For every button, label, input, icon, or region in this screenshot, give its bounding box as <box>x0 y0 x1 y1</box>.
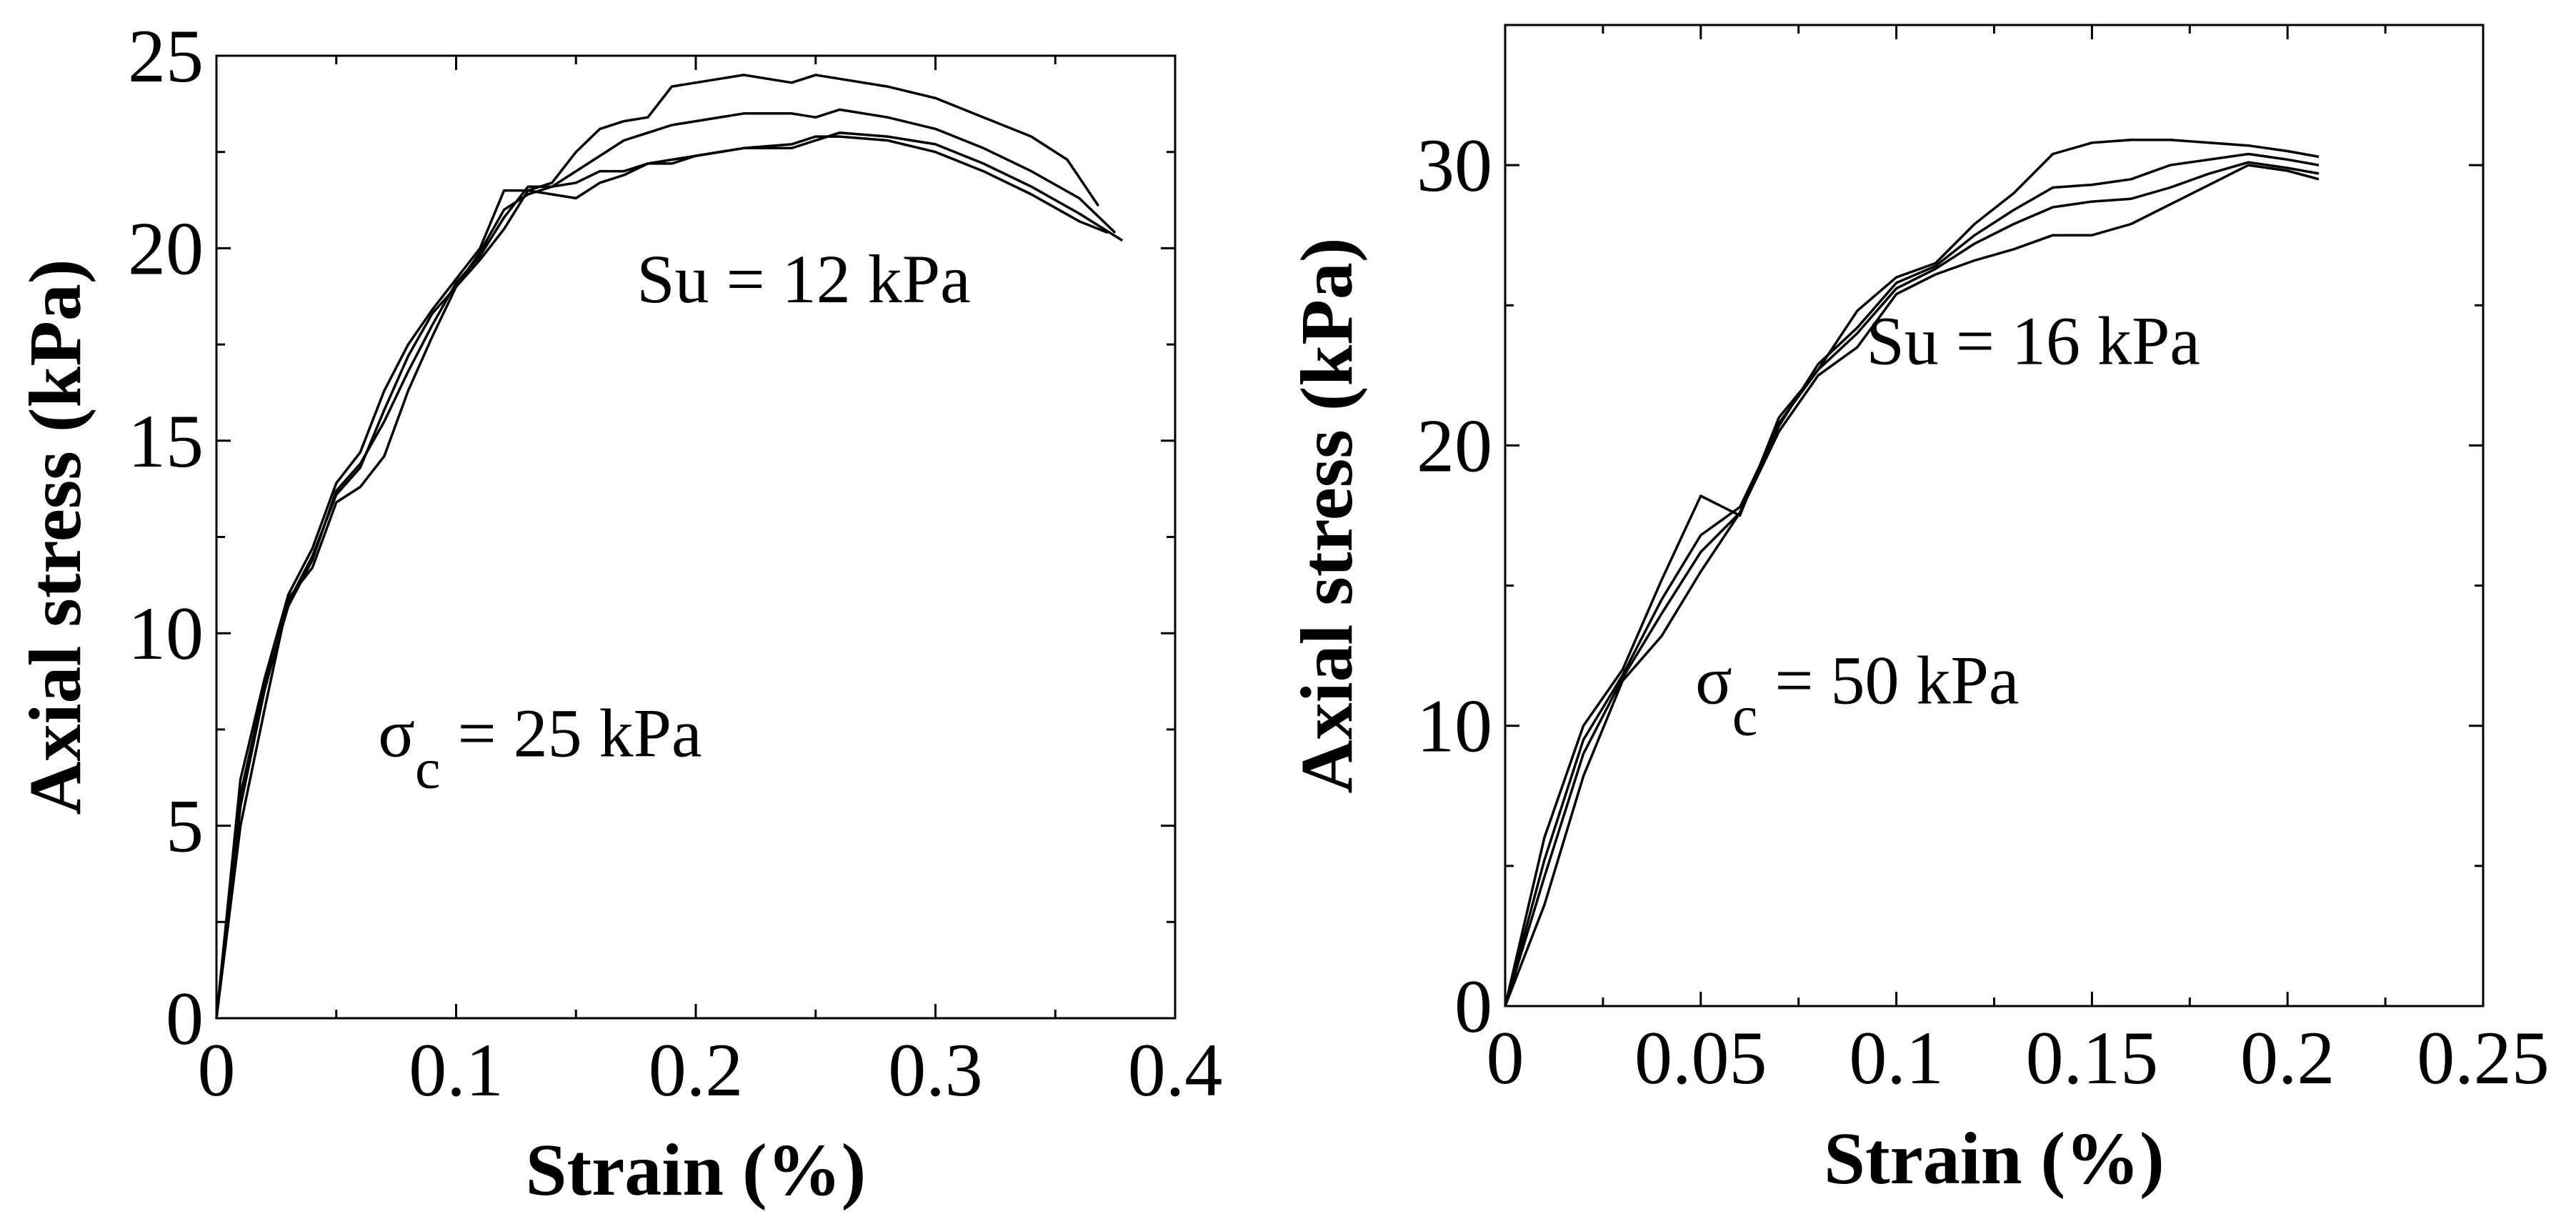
x-tick-label: 0.2 <box>2240 1016 2335 1100</box>
y-tick-label: 25 <box>128 14 204 98</box>
x-tick-label: 0.2 <box>649 1028 744 1112</box>
series-line-4 <box>215 135 1109 1019</box>
series-line-3 <box>215 131 1124 1019</box>
su-annotation: Su = 16 kPa <box>1866 303 2200 379</box>
y-tick-label: 10 <box>128 592 204 675</box>
x-tick-label: 0.3 <box>888 1028 983 1112</box>
x-tick-label: 0.05 <box>1634 1016 1767 1100</box>
y-tick-label: 0 <box>1454 965 1492 1048</box>
y-tick-label: 0 <box>166 977 204 1060</box>
x-tick-label: 0.4 <box>1128 1028 1223 1112</box>
confining-stress-annotation: σc = 50 kPa <box>1695 642 2019 747</box>
y-axis-title: Axial stress (kPa) <box>1286 237 1368 793</box>
confining-stress-annotation: σc = 25 kPa <box>378 695 702 801</box>
x-tick-label: 0 <box>1487 1016 1524 1100</box>
x-tick-label: 0.1 <box>409 1028 504 1112</box>
series-line-2 <box>1504 152 2320 1007</box>
series-line-1 <box>215 74 1100 1019</box>
series-line-3 <box>1504 164 2320 1007</box>
x-tick-label: 0.1 <box>1849 1016 1944 1100</box>
x-tick-label: 0 <box>198 1028 236 1112</box>
series-line-4 <box>1504 161 2320 1007</box>
x-tick-label: 0.25 <box>2417 1016 2550 1100</box>
chart-panel-right: 0 0.05 0.1 0.15 0.2 0.25 0 10 20 30 Strain (%) Axia… <box>1286 24 2550 1200</box>
y-tick-label: 30 <box>1417 124 1492 207</box>
y-tick-label: 20 <box>1417 404 1492 487</box>
plot-frame <box>1504 24 2485 1007</box>
x-axis-title: Strain (%) <box>526 1129 867 1211</box>
y-tick-label: 20 <box>128 207 204 290</box>
plot-frame <box>215 54 1177 1020</box>
x-axis-title: Strain (%) <box>1824 1118 2165 1200</box>
y-tick-label: 10 <box>1417 685 1492 768</box>
x-tick-label: 0.15 <box>2026 1016 2159 1100</box>
su-annotation: Su = 12 kPa <box>636 241 971 317</box>
series-line-1 <box>1504 139 2320 1007</box>
chart-panel-left: 0 0.1 0.2 0.3 0.4 0 5 10 15 20 25 Strain (%) Axial s… <box>14 14 1222 1211</box>
y-tick-label: 15 <box>128 399 204 483</box>
series-line-2 <box>215 108 1117 1019</box>
y-axis-title: Axial stress (kPa) <box>14 259 96 815</box>
y-tick-label: 5 <box>166 785 204 868</box>
